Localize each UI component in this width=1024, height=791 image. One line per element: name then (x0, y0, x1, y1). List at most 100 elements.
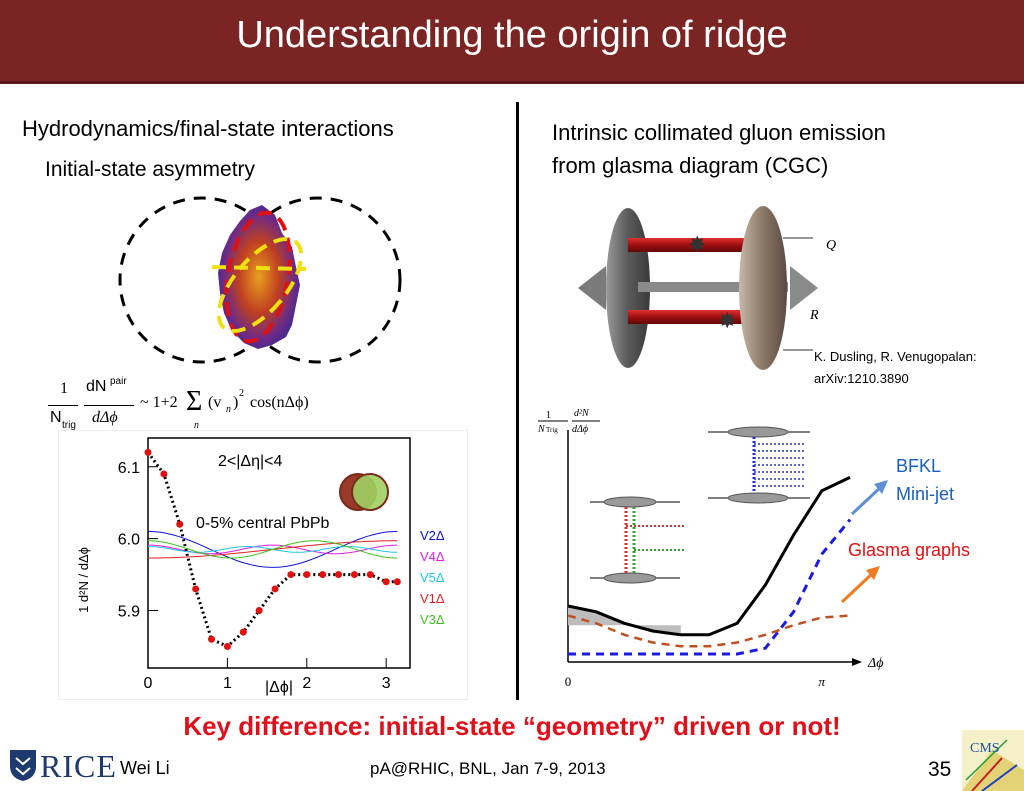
data-point (303, 571, 311, 579)
data-point (160, 470, 168, 478)
glasma-arrow-head (866, 566, 880, 580)
y-label-trig: Trig (546, 426, 558, 434)
bfkl-arrow-head (874, 480, 888, 494)
data-point (271, 585, 279, 593)
cms-logo: CMS (962, 730, 1024, 791)
bfkl-minijet-curve (568, 518, 852, 656)
yellow-axis-line (211, 265, 307, 271)
data-point (192, 585, 200, 593)
y-tick-label: 6.1 (118, 460, 140, 477)
formula-rhs: ~ 1+2 (140, 394, 178, 411)
formula-trig: trig (62, 420, 76, 431)
formula-dphi: dΔϕ (92, 409, 118, 426)
left-arrow-head (578, 266, 606, 310)
page-number: 35 (928, 758, 952, 781)
burst-top: ✸ (688, 233, 706, 258)
data-point (176, 520, 184, 528)
formula-square: 2 (239, 388, 244, 399)
plot-frame (147, 437, 411, 669)
x-tick-label: 3 (382, 675, 391, 692)
chart-background (58, 430, 468, 700)
left-subheading: Initial-state asymmetry (45, 158, 256, 181)
x-tick-label: 1 (223, 675, 232, 692)
reference-line2: arXiv:1210.3890 (814, 371, 909, 386)
footer-conference: pA@RHIC, BNL, Jan 7-9, 2013 (370, 759, 606, 778)
formula-vn: (v (208, 394, 222, 411)
formula-pair: pair (110, 376, 127, 387)
flux-tube-top (628, 238, 768, 252)
legend-entry: V1Δ (420, 591, 445, 606)
glasma-blob-bottom (603, 572, 657, 584)
x-tick-pi: π (819, 674, 826, 689)
data-point (144, 448, 152, 456)
centrality-label: 0-5% central PbPb (196, 515, 330, 532)
glasma-collision-diagram: ✸ ✸ (578, 206, 818, 370)
bfkl-arrow-line (850, 484, 884, 516)
data-point (287, 571, 295, 579)
rice-logo: RICE (40, 748, 117, 784)
y-axis-title: 1 d²N / dΔϕ (76, 547, 91, 613)
left-heading: Hydrodynamics/final-state interactions (22, 116, 394, 141)
formula-sigma: Σ (186, 386, 203, 417)
y-tick-label: 5.9 (118, 604, 140, 621)
glasma-curve (567, 614, 851, 648)
glasma-arrow-line (840, 570, 876, 604)
y-label-d2n: d²N (574, 408, 590, 419)
formula-n-sub: n (226, 404, 231, 415)
data-point (255, 607, 263, 614)
formula-sum-index: n (194, 420, 199, 431)
data-point (335, 571, 343, 579)
flux-tube-bottom (628, 310, 768, 324)
data-point (208, 635, 216, 643)
data-point (382, 578, 390, 586)
glasma-bfkl-chart: Δϕ 0 π 1N Trig d²N dΔϕ BFKL Mini-jet Glasma graph… (537, 408, 970, 689)
eta-range-label: 2<|Δη|<4 (218, 453, 282, 470)
formula-frac-bar-1 (48, 405, 78, 406)
bfkl-label-line1: BFKL (896, 456, 941, 476)
rice-shield-icon (10, 750, 36, 781)
data-point (350, 571, 358, 579)
formula-cos: cos(nΔϕ) (250, 394, 309, 411)
x-axis-title: Δϕ (867, 656, 883, 671)
formula-one: 1 (60, 380, 68, 397)
title-bar: Understanding the origin of ridge (0, 0, 1024, 84)
legend-entry: V4Δ (420, 549, 445, 564)
right-heading-line1: Intrinsic collimated gluon emission (552, 120, 886, 145)
reference-line1: K. Dusling, R. Venugopalan: (814, 349, 977, 364)
label-r: R (810, 308, 819, 323)
participant-ellipse-red (224, 210, 292, 344)
fourier-formula: 1 N trig dN pair dΔϕ ~ 1+2 Σ n (v n ) 2 … (48, 376, 348, 436)
y-label-ddphi: dΔϕ (572, 424, 588, 435)
key-difference: Key difference: initial-state “geometry”… (183, 711, 841, 741)
formula-dN: dN (86, 378, 107, 395)
formula-close: ) (233, 394, 239, 411)
correlation-function-chart: 0 1 2 3 5.9 6.0 6.1 |Δϕ| 1 d²N / dΔϕ 2<|Δη|<4 0-5%… (58, 430, 468, 700)
total-curve (567, 476, 851, 637)
slide-title: Understanding the origin of ridge (236, 14, 788, 56)
burst-bottom: ✸ (718, 309, 736, 334)
glasma-feynman-diagram (590, 496, 685, 584)
y-label-one: 1 (546, 410, 551, 421)
x-tick-label: 0 (144, 675, 153, 692)
data-point (223, 642, 231, 650)
y-axis-title-text: 1 d²N / dΔϕ (76, 547, 91, 613)
harmonic-curve-v3 (148, 540, 398, 559)
formula-N: N (50, 409, 62, 426)
harmonic-curve-v2 (147, 530, 398, 568)
bfkl-label-line2: Mini-jet (896, 484, 954, 504)
axis-bar (638, 282, 788, 292)
bfkl-blob-top (727, 426, 789, 438)
glasma-label: Glasma graphs (848, 540, 970, 560)
data-point (239, 628, 247, 636)
data-point (393, 578, 401, 586)
footer-author: Wei Li (120, 758, 170, 778)
column-divider (516, 102, 519, 700)
data-point (366, 571, 374, 579)
legend-entry: V2Δ (420, 528, 445, 543)
x-axis-title: |Δϕ| (265, 679, 293, 696)
x-tick-label: 2 (302, 675, 311, 692)
formula-frac-bar-2 (84, 405, 134, 406)
legend-entry: V5Δ (420, 570, 445, 585)
overlap-geometry-figure (118, 196, 402, 364)
label-q: Q (826, 238, 837, 253)
